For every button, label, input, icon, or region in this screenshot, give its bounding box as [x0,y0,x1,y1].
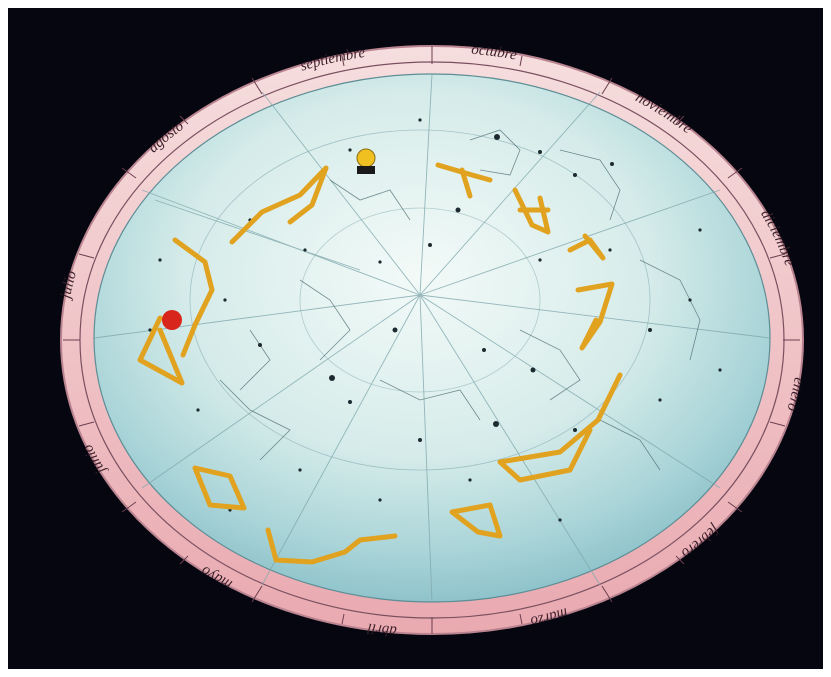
ring-ticks [63,46,800,634]
declination-circle [299,207,541,393]
red-marker [162,310,182,330]
hour-lines [93,73,771,603]
month-label: abril [366,620,397,639]
sun-marker [356,148,376,174]
zodiac-outlines [137,162,623,565]
month-label: octubre [471,42,519,64]
constellation-lines [219,129,701,471]
svg-text:octubre: octubre [471,42,519,64]
svg-text:abril: abril [366,620,397,639]
declination-circle [189,129,651,471]
